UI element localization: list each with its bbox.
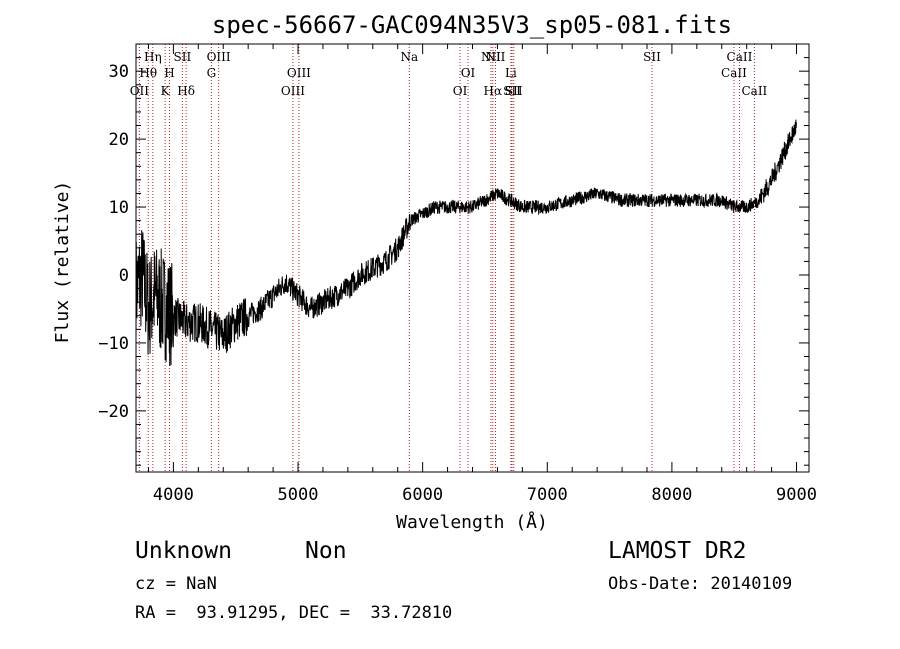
- x-axis-label: Wavelength (Å): [396, 511, 548, 533]
- spectral-line-label-11: Na: [400, 50, 418, 64]
- object-subclass: Non: [305, 538, 347, 564]
- spectral-line-label-16: NII: [485, 50, 505, 64]
- spectral-line-label-0: OII: [130, 84, 150, 98]
- spectral-line-label-6: Hδ: [177, 84, 195, 98]
- spectral-line-label-19: SII: [505, 84, 523, 98]
- spectral-line-label-5: SII: [174, 50, 192, 64]
- object-class: Unknown: [135, 538, 232, 564]
- y-tick-label: −10: [98, 334, 129, 354]
- spectrum-plot: [135, 119, 797, 366]
- spectral-line-label-22: CaII: [727, 50, 753, 64]
- spectral-line-label-13: OI: [461, 66, 476, 80]
- spectral-line-label-4: H: [164, 66, 174, 80]
- spectral-line-label-23: CaII: [741, 84, 767, 98]
- spectral-line-label-10: OIII: [287, 66, 311, 80]
- spectral-line-label-14: NII: [481, 50, 501, 64]
- spectral-line-label-15: Hα: [484, 84, 503, 98]
- y-tick-label: 10: [109, 198, 129, 218]
- y-tick-label: 20: [109, 130, 129, 150]
- survey-name: LAMOST DR2: [608, 538, 747, 564]
- spectral-line-label-21: CaII: [721, 66, 747, 80]
- spectral-line-label-2: Hθ: [139, 66, 157, 80]
- y-tick-label: −20: [98, 402, 129, 422]
- spectral-line-label-7: OIII: [207, 50, 231, 64]
- x-tick-label: 8000: [651, 485, 692, 505]
- chart-title: spec-56667-GAC094N35V3_sp05-081.fits: [212, 11, 732, 39]
- spectral-line-label-1: Hη: [144, 50, 162, 64]
- y-axis-label: Flux (relative): [52, 181, 73, 344]
- plot-frame: [135, 43, 810, 473]
- spectral-line-label-9: OIII: [281, 84, 305, 98]
- spectral-line-label-3: K: [161, 84, 171, 98]
- spectrum-line: [135, 119, 797, 366]
- spectral-line-label-18: SII: [503, 84, 521, 98]
- redshift-cz: cz = NaN: [135, 574, 217, 594]
- observation-date: Obs-Date: 20140109: [608, 574, 793, 594]
- x-tick-label: 7000: [527, 485, 568, 505]
- x-tick-label: 9000: [776, 485, 817, 505]
- y-tick-label: 30: [109, 62, 129, 82]
- x-tick-label: 6000: [402, 485, 443, 505]
- spectral-line-label-12: OI: [453, 84, 468, 98]
- spectral-line-markers: OIIHηHθKHSIIHδOIIIGOIIIOIIINaOIOINIIHαNI…: [130, 44, 768, 472]
- x-tick-label: 5000: [278, 485, 319, 505]
- plot-axes: 4000 5000 6000 7000 8000 9000 −20 −10 0 10 20 30: [98, 43, 817, 505]
- spectral-line-label-20: SII: [643, 50, 661, 64]
- ra-dec-coordinates: RA = 93.91295, DEC = 33.72810: [135, 603, 453, 623]
- y-tick-label: 0: [119, 266, 129, 286]
- spectral-line-label-17: Li: [505, 66, 517, 80]
- x-tick-label: 4000: [153, 485, 194, 505]
- spectral-line-label-8: G: [207, 66, 217, 80]
